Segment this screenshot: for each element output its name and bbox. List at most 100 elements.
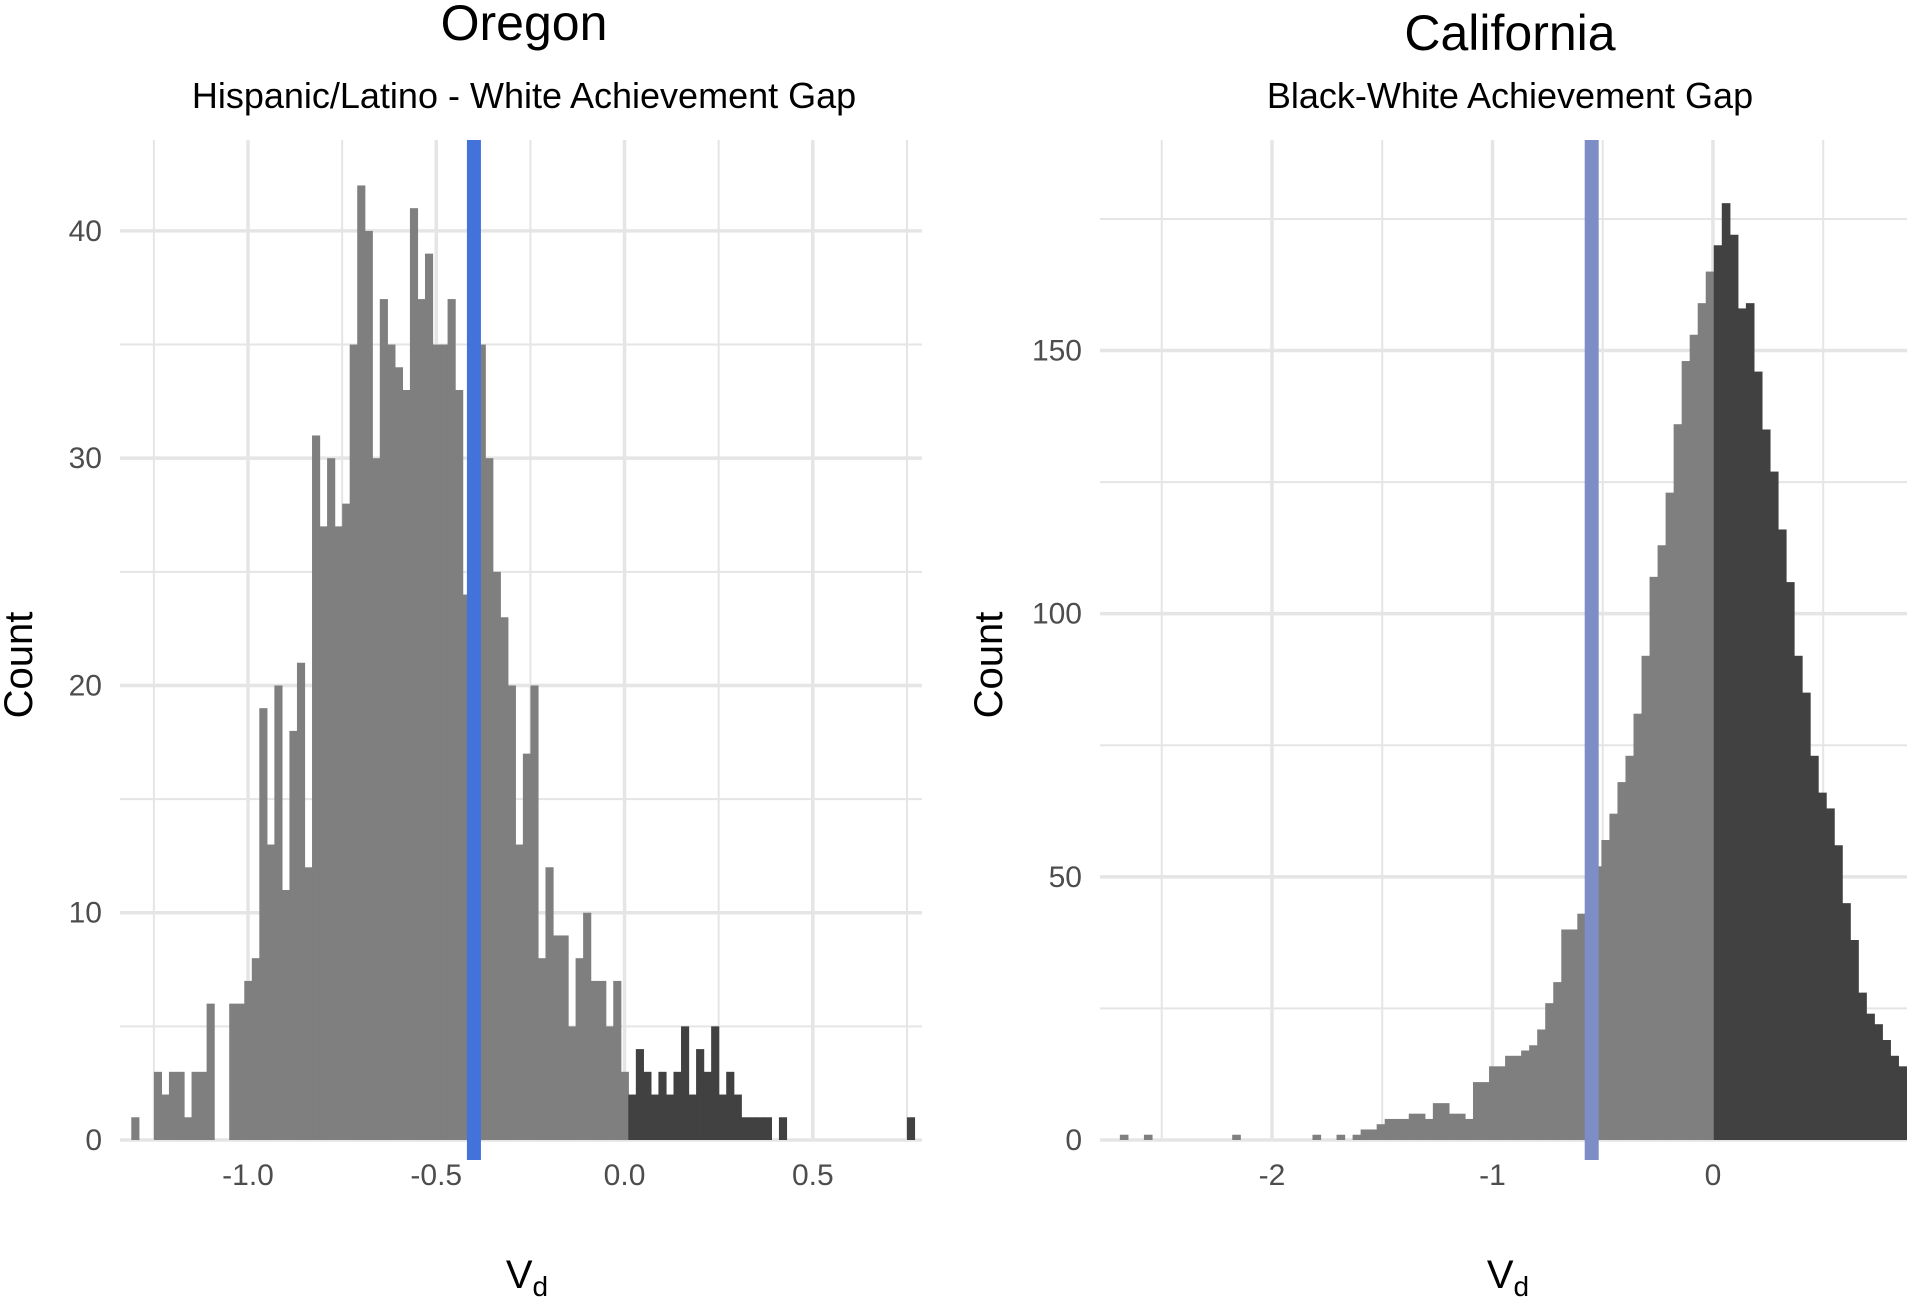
histogram-bar bbox=[1834, 845, 1843, 1140]
histogram-bar bbox=[1657, 545, 1667, 1140]
histogram-bar bbox=[1456, 1113, 1466, 1140]
reference-line-layer bbox=[466, 140, 481, 1160]
histogram-bar bbox=[304, 867, 313, 1140]
histogram-bar bbox=[1489, 1066, 1498, 1140]
histogram-bar bbox=[1890, 1055, 1899, 1140]
histogram-bar bbox=[1553, 982, 1562, 1140]
y-tick-labels: 0 10 20 30 40 bbox=[69, 215, 102, 1157]
histogram-bar bbox=[507, 685, 516, 1140]
histogram-bar bbox=[545, 867, 554, 1140]
histogram-bar bbox=[1601, 840, 1611, 1140]
x-axis-title: Vd bbox=[1487, 1253, 1529, 1297]
x-tick-labels: -1.0 -0.5 0.0 0.5 bbox=[222, 1159, 833, 1192]
histogram-bar bbox=[1769, 471, 1779, 1140]
histogram-bar bbox=[168, 1071, 178, 1140]
histogram-bar bbox=[1665, 492, 1675, 1140]
histogram-bar bbox=[1802, 692, 1811, 1140]
histogram-bar bbox=[1368, 1129, 1378, 1140]
histogram-bar bbox=[530, 685, 539, 1140]
y-tick-label: 0 bbox=[85, 1124, 102, 1157]
y-tick-label: 50 bbox=[1049, 861, 1082, 894]
histogram-bar bbox=[1376, 1124, 1386, 1140]
panel-california: 0 50 100 150 -2 -1 0 California Black-White A… bbox=[967, 5, 1907, 1297]
reference-vline bbox=[466, 140, 481, 1160]
histogram-bar bbox=[583, 912, 592, 1140]
histogram-bar bbox=[590, 980, 599, 1140]
histogram-bar bbox=[1826, 808, 1835, 1140]
histogram-bar bbox=[1408, 1113, 1418, 1140]
histogram-bar bbox=[553, 935, 562, 1140]
histogram-bar bbox=[1472, 1082, 1482, 1140]
x-tick-label: -2 bbox=[1259, 1159, 1286, 1192]
histogram-bar bbox=[643, 1071, 652, 1140]
x-tick-label: 0 bbox=[1705, 1159, 1722, 1192]
histogram-bar bbox=[342, 503, 351, 1140]
histogram-bar bbox=[748, 1117, 757, 1140]
histogram-bar bbox=[161, 1094, 170, 1140]
histogram-bar bbox=[1673, 424, 1683, 1140]
histogram-bar bbox=[327, 458, 336, 1140]
panel-subtitle: Black-White Achievement Gap bbox=[1267, 75, 1753, 116]
histogram-bar bbox=[688, 1094, 697, 1140]
x-tick-label: 0.0 bbox=[604, 1159, 646, 1192]
histogram-bar bbox=[417, 299, 426, 1140]
histogram-bar bbox=[1753, 371, 1763, 1140]
histogram-bar bbox=[1432, 1103, 1442, 1140]
y-tick-label: 40 bbox=[69, 215, 102, 248]
histogram-bar bbox=[357, 185, 366, 1141]
histogram-bar bbox=[409, 208, 419, 1140]
histogram-bar bbox=[733, 1094, 742, 1140]
histogram-bar bbox=[229, 1003, 238, 1140]
histogram-bar bbox=[1745, 303, 1755, 1140]
histogram-bar bbox=[131, 1117, 140, 1140]
gridlines bbox=[120, 140, 922, 1142]
histogram-bar bbox=[1882, 1040, 1891, 1140]
panel-oregon: 0 10 20 30 40 -1.0 -0.5 0.0 0.5 Oregon Hispanic… bbox=[0, 0, 922, 1297]
panel-subtitle: Hispanic/Latino - White Achievement Gap bbox=[192, 75, 856, 116]
histogram-bar bbox=[1842, 903, 1851, 1140]
histogram-bar bbox=[598, 980, 607, 1140]
histogram-bar bbox=[1360, 1129, 1370, 1140]
histogram-bar bbox=[1697, 303, 1707, 1140]
histogram-bar bbox=[1689, 334, 1699, 1141]
histogram-bar bbox=[620, 1071, 629, 1140]
y-axis-title: Count bbox=[0, 612, 41, 719]
histogram-bar bbox=[718, 1094, 727, 1140]
histogram-bar bbox=[485, 458, 494, 1140]
histogram-bar bbox=[379, 299, 388, 1140]
histogram-bar bbox=[1529, 1045, 1538, 1140]
histogram-bar bbox=[628, 1094, 637, 1140]
histogram-bar bbox=[1424, 1118, 1434, 1140]
histogram-bar bbox=[1785, 582, 1795, 1140]
histogram-bar bbox=[274, 685, 283, 1140]
histogram-bar bbox=[259, 708, 268, 1140]
histogram-bar bbox=[492, 571, 501, 1140]
histogram-bar bbox=[1464, 1118, 1474, 1140]
histogram-bar bbox=[1569, 929, 1578, 1140]
histogram-bar bbox=[199, 1071, 208, 1140]
histogram-bar bbox=[1513, 1055, 1522, 1140]
histogram-bar bbox=[537, 958, 547, 1140]
y-tick-labels: 0 50 100 150 bbox=[1032, 335, 1082, 1157]
histogram-bar bbox=[184, 1117, 193, 1140]
histogram-bar bbox=[1119, 1134, 1129, 1140]
y-axis-title: Count bbox=[967, 612, 1011, 719]
histogram-bar bbox=[1561, 929, 1570, 1140]
histogram-bar bbox=[334, 526, 343, 1140]
histogram-bar bbox=[236, 1003, 245, 1140]
histogram-bar bbox=[1497, 1066, 1506, 1140]
histogram-bar bbox=[763, 1117, 772, 1140]
histogram-bar bbox=[1545, 1003, 1554, 1140]
histogram-bar bbox=[650, 1094, 660, 1140]
histogram-bar bbox=[1818, 792, 1827, 1140]
histogram-bar bbox=[658, 1071, 667, 1140]
histogram-bar bbox=[455, 390, 464, 1140]
histogram-bar bbox=[1312, 1134, 1322, 1140]
histogram-bar bbox=[1649, 576, 1659, 1140]
histogram-bar bbox=[289, 730, 298, 1140]
x-axis-title: Vd bbox=[506, 1253, 548, 1297]
histogram-bar bbox=[726, 1071, 735, 1140]
histogram-bar bbox=[1641, 655, 1651, 1140]
histogram-bar bbox=[447, 299, 456, 1140]
